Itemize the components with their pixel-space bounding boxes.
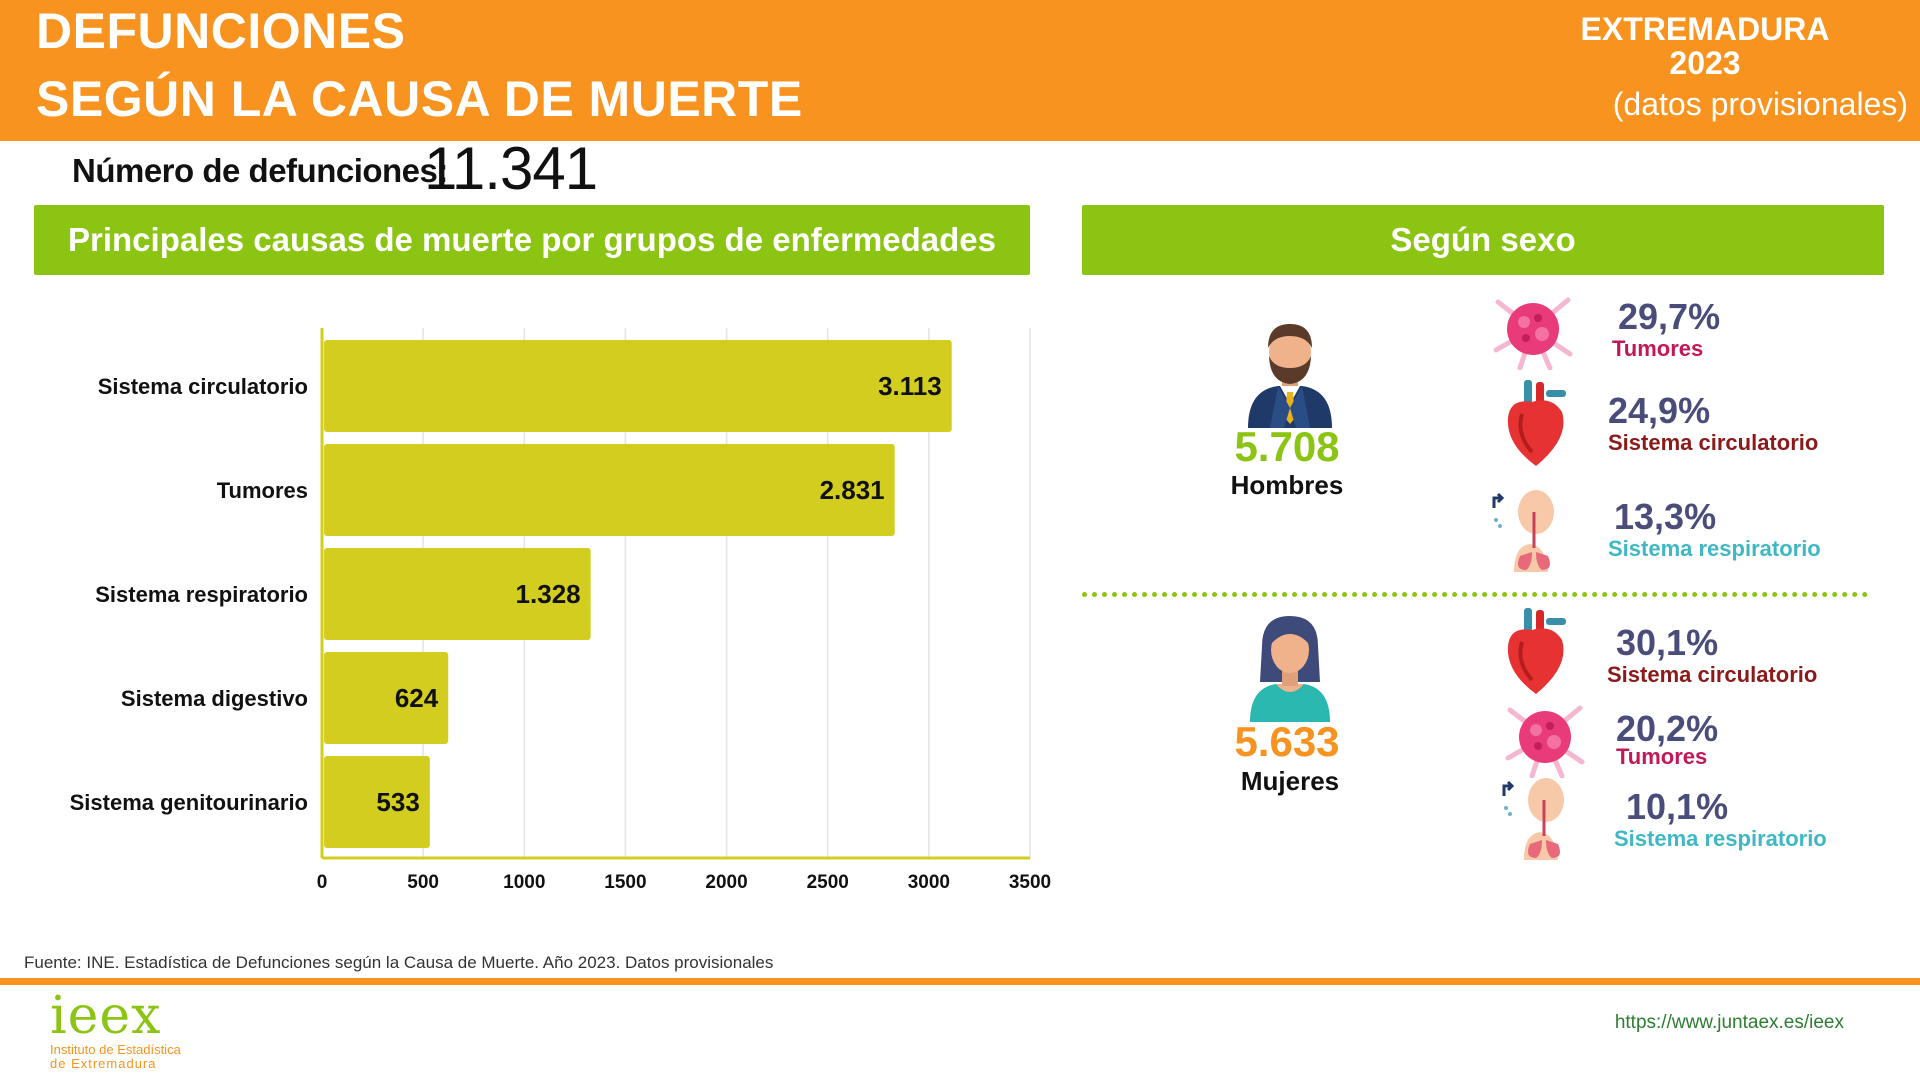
men-cause-2-pct: 24,9% [1608, 390, 1711, 431]
bar [324, 444, 895, 536]
bar [324, 652, 449, 744]
x-tick-label: 1000 [503, 872, 545, 893]
page-title-line2: SEGÚN LA CAUSA DE MUERTE [36, 71, 803, 127]
header-bar: DEFUNCIONES SEGÚN LA CAUSA DE MUERTE EXT… [0, 0, 1920, 141]
data-label: 2.831 [820, 475, 885, 505]
men-cause-3-name: Sistema respiratorio [1608, 536, 1821, 561]
x-tick-label: 2500 [807, 872, 849, 893]
chart-banner: Principales causas de muerte por grupos … [34, 205, 1030, 275]
ieex-logo: ieex Instituto de Estadística de Extrema… [50, 986, 190, 1072]
woman-avatar-icon [1250, 616, 1330, 722]
men-cause-1-pct: 29,7% [1618, 296, 1721, 337]
provisional-note: (datos provisionales) [1612, 86, 1908, 122]
women-cause-1-pct: 30,1% [1616, 622, 1719, 663]
women-cause-3-name: Sistema respiratorio [1614, 826, 1827, 851]
bar [324, 548, 591, 640]
footer-divider [0, 978, 1920, 985]
bar [324, 340, 952, 432]
x-tick-label: 500 [407, 872, 439, 893]
men-label: Hombres [1230, 470, 1344, 500]
man-avatar-icon [1248, 324, 1332, 428]
x-tick-label: 1500 [604, 872, 646, 893]
category-label: Sistema respiratorio [95, 582, 308, 607]
category-label: Sistema circulatorio [98, 374, 308, 399]
men-cause-1-name: Tumores [1612, 336, 1704, 361]
data-label: 533 [376, 787, 419, 817]
category-label: Tumores [217, 478, 308, 503]
region-year: 2023 [1669, 45, 1741, 81]
men-cause-2-name: Sistema circulatorio [1608, 430, 1819, 455]
website-link[interactable]: https://www.juntaex.es/ieex [1614, 1012, 1844, 1033]
data-label: 3.113 [878, 371, 942, 401]
men-cause-3-pct: 13,3% [1614, 496, 1717, 537]
women-label: Mujeres [1240, 766, 1340, 796]
heart-icon [1507, 608, 1566, 694]
category-label: Sistema digestivo [121, 686, 308, 711]
total-deaths-value: 11.341 [424, 135, 598, 202]
x-tick-label: 3000 [908, 872, 950, 893]
data-label: 624 [395, 683, 439, 713]
women-count: 5.633 [1234, 718, 1340, 765]
category-label: Sistema genitourinario [70, 790, 308, 815]
lungs-icon [1502, 778, 1564, 860]
heart-icon [1507, 380, 1566, 466]
lungs-icon [1492, 490, 1554, 572]
total-deaths-label: Número de defunciones: [72, 152, 448, 189]
bar [324, 756, 430, 848]
men-count: 5.708 [1234, 423, 1340, 470]
x-tick-label: 3500 [1009, 872, 1051, 893]
logo-subtitle-2: de Extremadura [50, 1056, 157, 1071]
source-note: Fuente: INE. Estadística de Defunciones … [24, 953, 774, 972]
women-cause-1-name: Sistema circulatorio [1607, 662, 1818, 687]
sex-banner: Según sexo [1082, 205, 1884, 275]
logo-subtitle-1: Instituto de Estadística [50, 1042, 181, 1057]
logo-wordmark: ieex [50, 986, 162, 1046]
causes-bar-chart: 0 500 1000 1500 2000 2500 3000 3500 Sistema circ… [70, 328, 1051, 893]
page-title-line1: DEFUNCIONES [36, 3, 406, 59]
sex-divider [1082, 592, 1868, 597]
x-tick-label: 2000 [705, 872, 747, 893]
region-block: EXTREMADURA 2023 [1540, 12, 1870, 80]
women-cause-3-pct: 10,1% [1626, 786, 1729, 827]
tumor-icon [1505, 705, 1585, 778]
women-cause-2-name: Tumores [1616, 744, 1708, 769]
women-cause-2-pct: 20,2% [1616, 708, 1719, 749]
data-label: 1.328 [516, 579, 581, 609]
x-tick-label: 0 [317, 872, 328, 893]
region-name: EXTREMADURA [1580, 11, 1830, 47]
tumor-icon [1493, 297, 1573, 370]
